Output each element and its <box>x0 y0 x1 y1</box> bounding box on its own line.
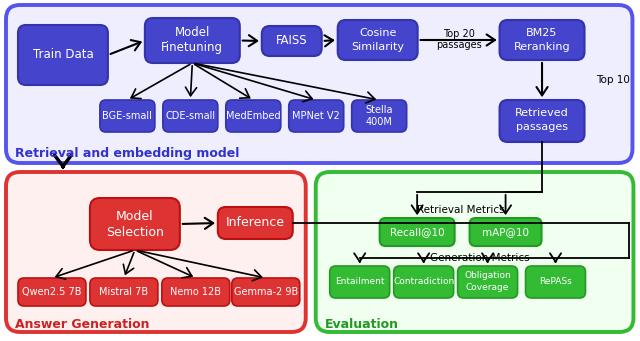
FancyBboxPatch shape <box>145 18 240 63</box>
Text: Retrieval Metrics: Retrieval Metrics <box>417 205 504 215</box>
Text: Finetuning: Finetuning <box>161 42 223 55</box>
FancyBboxPatch shape <box>100 100 155 132</box>
Text: Evaluation: Evaluation <box>324 318 399 331</box>
Text: Model: Model <box>116 209 154 222</box>
FancyBboxPatch shape <box>90 278 158 306</box>
Text: Generation Metrics: Generation Metrics <box>430 253 529 263</box>
Text: Nemo 12B: Nemo 12B <box>170 287 221 297</box>
Text: RePASs: RePASs <box>539 278 572 286</box>
FancyBboxPatch shape <box>458 266 518 298</box>
FancyBboxPatch shape <box>162 278 230 306</box>
Text: Retrieved: Retrieved <box>515 108 569 118</box>
Text: Mistral 7B: Mistral 7B <box>99 287 148 297</box>
Text: Entailment: Entailment <box>335 278 385 286</box>
Text: Reranking: Reranking <box>514 42 570 52</box>
FancyBboxPatch shape <box>6 5 632 163</box>
Text: FAISS: FAISS <box>276 34 308 47</box>
Text: Stella: Stella <box>365 105 393 115</box>
Text: Obligation: Obligation <box>464 271 511 281</box>
Text: Gemma-2 9B: Gemma-2 9B <box>234 287 298 297</box>
FancyBboxPatch shape <box>262 26 322 56</box>
FancyBboxPatch shape <box>18 278 86 306</box>
Text: Inference: Inference <box>226 217 285 229</box>
FancyBboxPatch shape <box>316 172 634 332</box>
FancyBboxPatch shape <box>500 20 584 60</box>
Text: Train Data: Train Data <box>33 48 93 61</box>
Text: Top 10: Top 10 <box>596 75 630 85</box>
FancyBboxPatch shape <box>232 278 300 306</box>
FancyBboxPatch shape <box>525 266 586 298</box>
Text: CDE-small: CDE-small <box>165 111 216 121</box>
FancyBboxPatch shape <box>380 218 454 246</box>
Text: BGE-small: BGE-small <box>102 111 152 121</box>
Text: Selection: Selection <box>106 225 164 238</box>
FancyBboxPatch shape <box>226 100 281 132</box>
FancyBboxPatch shape <box>500 100 584 142</box>
FancyBboxPatch shape <box>470 218 541 246</box>
FancyBboxPatch shape <box>330 266 390 298</box>
Text: mAP@10: mAP@10 <box>482 227 529 237</box>
FancyBboxPatch shape <box>163 100 218 132</box>
Text: Top 20: Top 20 <box>443 29 474 39</box>
Text: MPNet V2: MPNet V2 <box>292 111 340 121</box>
Text: passages: passages <box>516 122 568 132</box>
Text: Answer Generation: Answer Generation <box>15 318 150 331</box>
Text: Model: Model <box>175 27 210 40</box>
Text: Coverage: Coverage <box>466 283 509 293</box>
Text: Retrieval and embedding model: Retrieval and embedding model <box>15 148 239 161</box>
Text: Similarity: Similarity <box>351 42 404 52</box>
Text: passages: passages <box>436 40 481 50</box>
FancyBboxPatch shape <box>338 20 418 60</box>
Text: MedEmbed: MedEmbed <box>226 111 280 121</box>
Text: 400M: 400M <box>365 117 392 127</box>
FancyBboxPatch shape <box>90 198 180 250</box>
Text: Recall@10: Recall@10 <box>390 227 444 237</box>
Text: BM25: BM25 <box>526 28 557 38</box>
FancyBboxPatch shape <box>6 172 306 332</box>
FancyBboxPatch shape <box>394 266 454 298</box>
FancyBboxPatch shape <box>218 207 292 239</box>
Text: Qwen2.5 7B: Qwen2.5 7B <box>22 287 82 297</box>
FancyBboxPatch shape <box>352 100 406 132</box>
FancyBboxPatch shape <box>289 100 344 132</box>
Text: Cosine: Cosine <box>359 28 396 38</box>
FancyBboxPatch shape <box>18 25 108 85</box>
Text: Contradiction: Contradiction <box>393 278 454 286</box>
